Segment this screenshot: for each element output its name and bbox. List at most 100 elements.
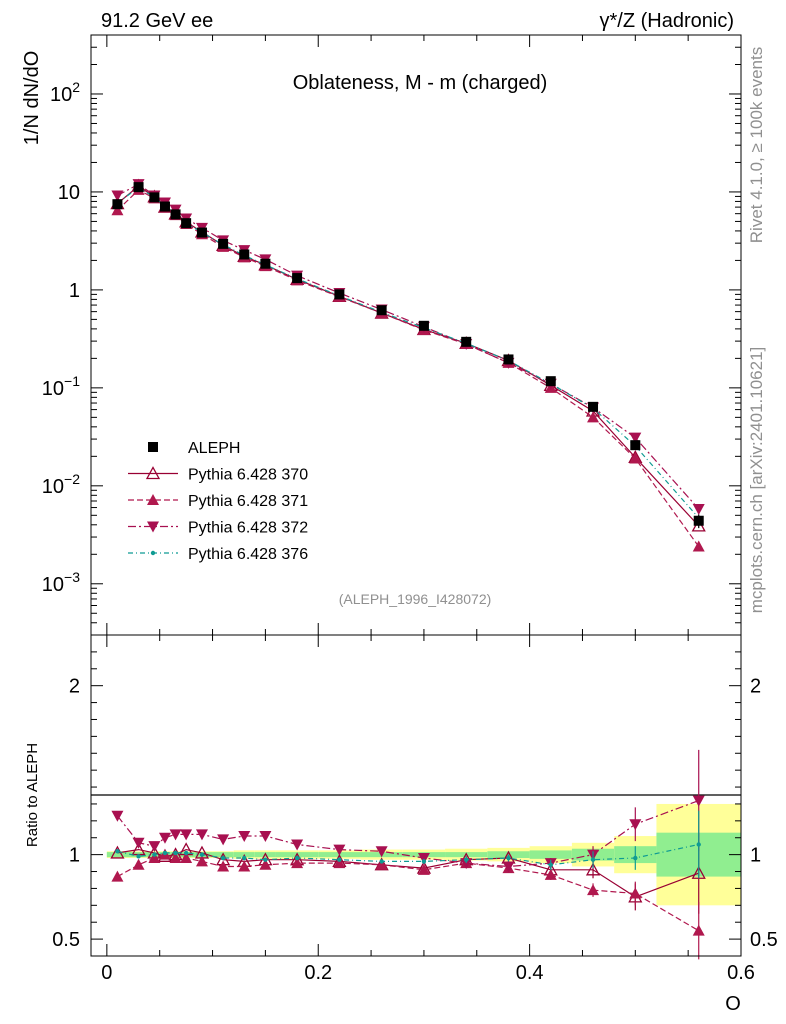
band-inner [106,852,128,858]
ratio-series-p372 [111,749,705,873]
ratio-point-p371 [195,855,208,867]
legend-marker-p370 [145,466,161,480]
ratio-point-p376 [379,859,384,864]
data-point [693,515,704,526]
main-frame [90,34,742,636]
legend-marker-p372 [147,521,159,533]
legend-marker-p371 [147,494,159,505]
ratio-y-tick-label: 1 [69,845,80,867]
series-line-p372 [117,183,700,510]
ratio-point-p372 [148,841,161,853]
x-tick-label: 0.4 [516,962,544,984]
ratio-point-p371 [238,860,251,872]
ratio-point-p372 [111,810,124,822]
ratio-point-p376 [183,850,189,856]
legend-label-p370: Pythia 6.428 370 [188,467,308,484]
ratio-point-p371 [587,884,600,896]
ratio-point-p376 [199,852,205,857]
legend-item-p371: Pythia 6.428 371 [128,493,308,510]
ratio-y-tick-label-right: 2 [750,676,761,698]
main-title: Oblateness, M - m (charged) [293,72,548,94]
point-p371 [629,452,642,464]
ratio-point-p371 [169,852,182,864]
tick-base: 1 [69,280,80,302]
ratio-y-tick-label: 0.5 [52,929,80,951]
rivet-side-label: Rivet 4.1.0, ≥ 100k events [747,47,766,243]
legend-item-p370: Pythia 6.428 370 [128,466,308,484]
ratio-point-p371 [692,924,705,936]
ratio-point-p370 [585,862,601,876]
tick-base: 10 [58,182,80,204]
ratio-point-p372 [132,837,145,849]
data-point [218,238,229,249]
main-y-tick-label: 10 [58,182,80,204]
data-point [588,401,599,412]
legend: ALEPH Pythia 6.428 370 Pythia 6.428 371 Pyt… [128,440,308,563]
ratio-point-p372 [238,831,251,843]
ratio-frame [90,634,742,957]
ratio-series-p376 [115,810,701,879]
ratio-point-p372 [629,819,642,831]
ratio-point-p371 [217,860,230,872]
ratio-point-p371 [111,870,124,882]
x-tick-label: 0.6 [727,962,755,984]
main-y-tick-label: 10−2 [42,471,80,498]
ratio-point-p372 [217,834,230,846]
main-series [110,178,706,552]
data-point [630,440,641,451]
ratio-point-p372 [169,829,182,841]
data-point [461,336,472,347]
data-point [196,227,207,238]
ratio-point-p376 [152,852,157,857]
ratio-point-p372 [291,839,304,851]
ratio-point-p376 [337,857,342,862]
ratio-panel: 0 0.2 0.4 0.6 0.5 0.5 1 1 2 2 Ratio to ALEPH O [24,634,778,1015]
ratio-point-p371 [544,868,557,880]
data-point [159,201,170,212]
legend-item-p376: Pythia 6.428 376 [128,546,308,563]
ratio-point-p372 [158,832,171,844]
main-y-tick-label: 10−3 [42,569,80,596]
point-p372 [692,503,705,515]
ratio-point-p376 [294,855,300,861]
point-p371 [587,411,600,423]
legend-marker-data [148,442,158,452]
ratio-point-p372 [460,858,473,870]
tick-base: 10 [42,378,64,400]
point-p371 [692,540,705,552]
ratio-point-p376 [696,842,701,847]
data-point [418,320,429,331]
ratio-point-p372 [180,829,193,841]
point-p372 [111,190,124,202]
tick-exponent: −2 [64,471,80,487]
ratio-point-p376 [115,849,120,854]
ratio-point-p371 [291,857,304,869]
reference-label: (ALEPH_1996_I428072) [339,591,492,607]
ratio-point-p371 [333,857,346,869]
data-point [149,192,160,203]
tick-exponent: −3 [64,569,80,585]
ratio-point-p376 [242,855,247,861]
ratio-series [110,749,706,960]
series-line-p371 [116,189,700,547]
header-right: γ*/Z (Hadronic) [600,10,734,32]
ratio-point-p376 [136,854,141,859]
ratio-point-p376 [173,850,178,856]
ratio-y-tick-label: 2 [69,676,80,698]
main-series-data [112,182,704,529]
tick-base: 10 [50,84,72,106]
data-point [545,376,556,387]
tick-base: 10 [42,574,64,596]
legend-label-p376: Pythia 6.428 376 [188,546,308,563]
x-tick-label: 0.2 [304,962,332,984]
ratio-point-p371 [375,858,388,870]
legend-item-p372: Pythia 6.428 372 [128,520,308,537]
ratio-point-p371 [259,858,272,870]
ratio-point-p371 [417,863,430,875]
ratio-point-p372 [195,829,208,841]
data-point [376,305,387,316]
ratio-point-p376 [464,857,469,862]
ratio-point-p376 [421,859,427,864]
